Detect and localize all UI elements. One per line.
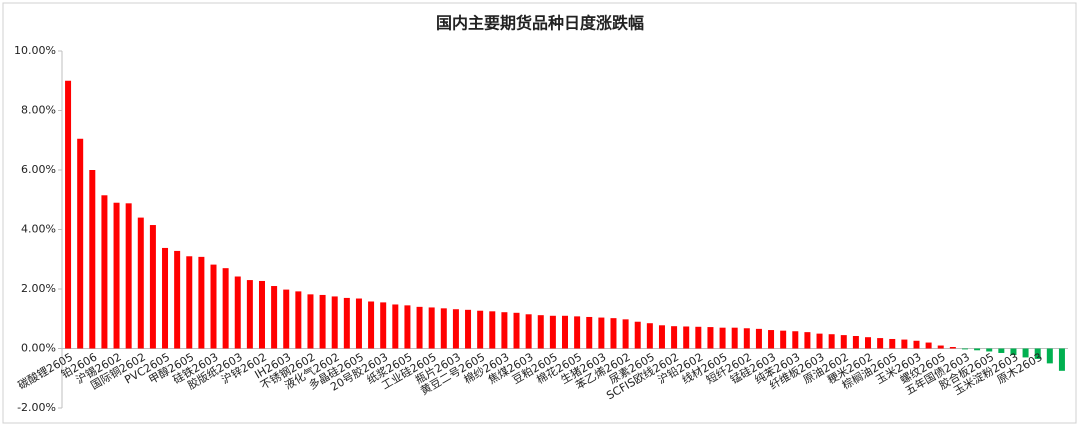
bar <box>610 318 617 349</box>
bar <box>465 309 472 349</box>
y-tick-label: 10.00% <box>14 44 56 57</box>
bar <box>489 311 496 349</box>
y-tick-label: -2.00% <box>17 401 56 414</box>
bar <box>925 342 932 349</box>
bar <box>840 335 847 349</box>
chart-title: 国内主要期货品种日度涨跌幅 <box>436 14 644 33</box>
y-tick-label: 0.00% <box>21 342 56 355</box>
bar <box>865 337 872 349</box>
bar <box>537 315 544 349</box>
bar <box>525 314 532 349</box>
bar <box>658 325 665 349</box>
bar <box>949 347 956 349</box>
bar <box>307 294 314 349</box>
bar <box>562 315 568 349</box>
bar <box>210 264 217 349</box>
bar <box>937 345 944 349</box>
bar <box>901 339 908 349</box>
bar <box>77 138 84 349</box>
bar <box>1046 348 1053 364</box>
bar <box>683 326 690 349</box>
bar <box>477 310 484 349</box>
bar <box>768 330 775 349</box>
bar <box>162 247 169 349</box>
bar <box>125 203 132 349</box>
bar <box>222 268 229 349</box>
bar <box>586 316 593 349</box>
bar <box>998 348 1005 353</box>
bar <box>295 291 302 349</box>
bar <box>513 312 520 349</box>
bar <box>416 306 423 349</box>
bar <box>392 304 399 349</box>
bar <box>549 315 556 349</box>
bar <box>743 328 750 349</box>
bar <box>634 321 641 349</box>
bar <box>852 336 859 349</box>
bar <box>258 280 265 349</box>
bar <box>877 338 884 349</box>
bar <box>246 280 253 349</box>
bar <box>755 328 762 349</box>
y-tick-label: 2.00% <box>21 282 56 295</box>
bar <box>1010 348 1017 356</box>
bar <box>452 309 459 349</box>
bar <box>792 331 799 349</box>
bar <box>65 80 72 349</box>
bar <box>234 276 241 349</box>
bar <box>404 305 411 349</box>
bar <box>428 307 435 349</box>
bar <box>137 217 144 349</box>
bar <box>961 348 968 350</box>
bar <box>186 256 193 349</box>
y-tick-label: 6.00% <box>21 163 56 176</box>
bar <box>816 333 823 349</box>
bar <box>646 323 653 349</box>
bar <box>707 327 714 349</box>
bar <box>622 319 629 349</box>
bar <box>598 317 605 349</box>
bar <box>101 195 108 349</box>
bar <box>89 170 96 349</box>
bar <box>380 302 387 349</box>
bar <box>780 330 787 349</box>
bar <box>719 327 726 349</box>
bar <box>1058 348 1065 371</box>
bar <box>913 340 920 349</box>
bar <box>828 334 835 349</box>
bar <box>368 301 375 349</box>
y-tick-label: 4.00% <box>21 223 56 236</box>
bar <box>198 256 205 349</box>
bar <box>283 289 290 349</box>
y-tick-label: 8.00% <box>21 104 56 117</box>
bar <box>574 316 581 349</box>
bar <box>113 202 120 349</box>
bar <box>1034 348 1041 359</box>
bar <box>731 327 738 349</box>
bar <box>271 286 278 349</box>
bar <box>986 348 993 352</box>
bar <box>440 308 447 349</box>
bar <box>343 297 350 349</box>
bar <box>974 348 981 351</box>
bar <box>1022 348 1029 358</box>
bar <box>331 296 338 349</box>
bar <box>174 250 181 349</box>
bar <box>501 312 508 349</box>
bar <box>695 326 702 349</box>
bar <box>319 294 326 349</box>
bar <box>671 326 678 349</box>
bar <box>889 338 896 349</box>
bar <box>149 225 156 349</box>
bar <box>355 298 362 349</box>
bar <box>804 332 811 349</box>
